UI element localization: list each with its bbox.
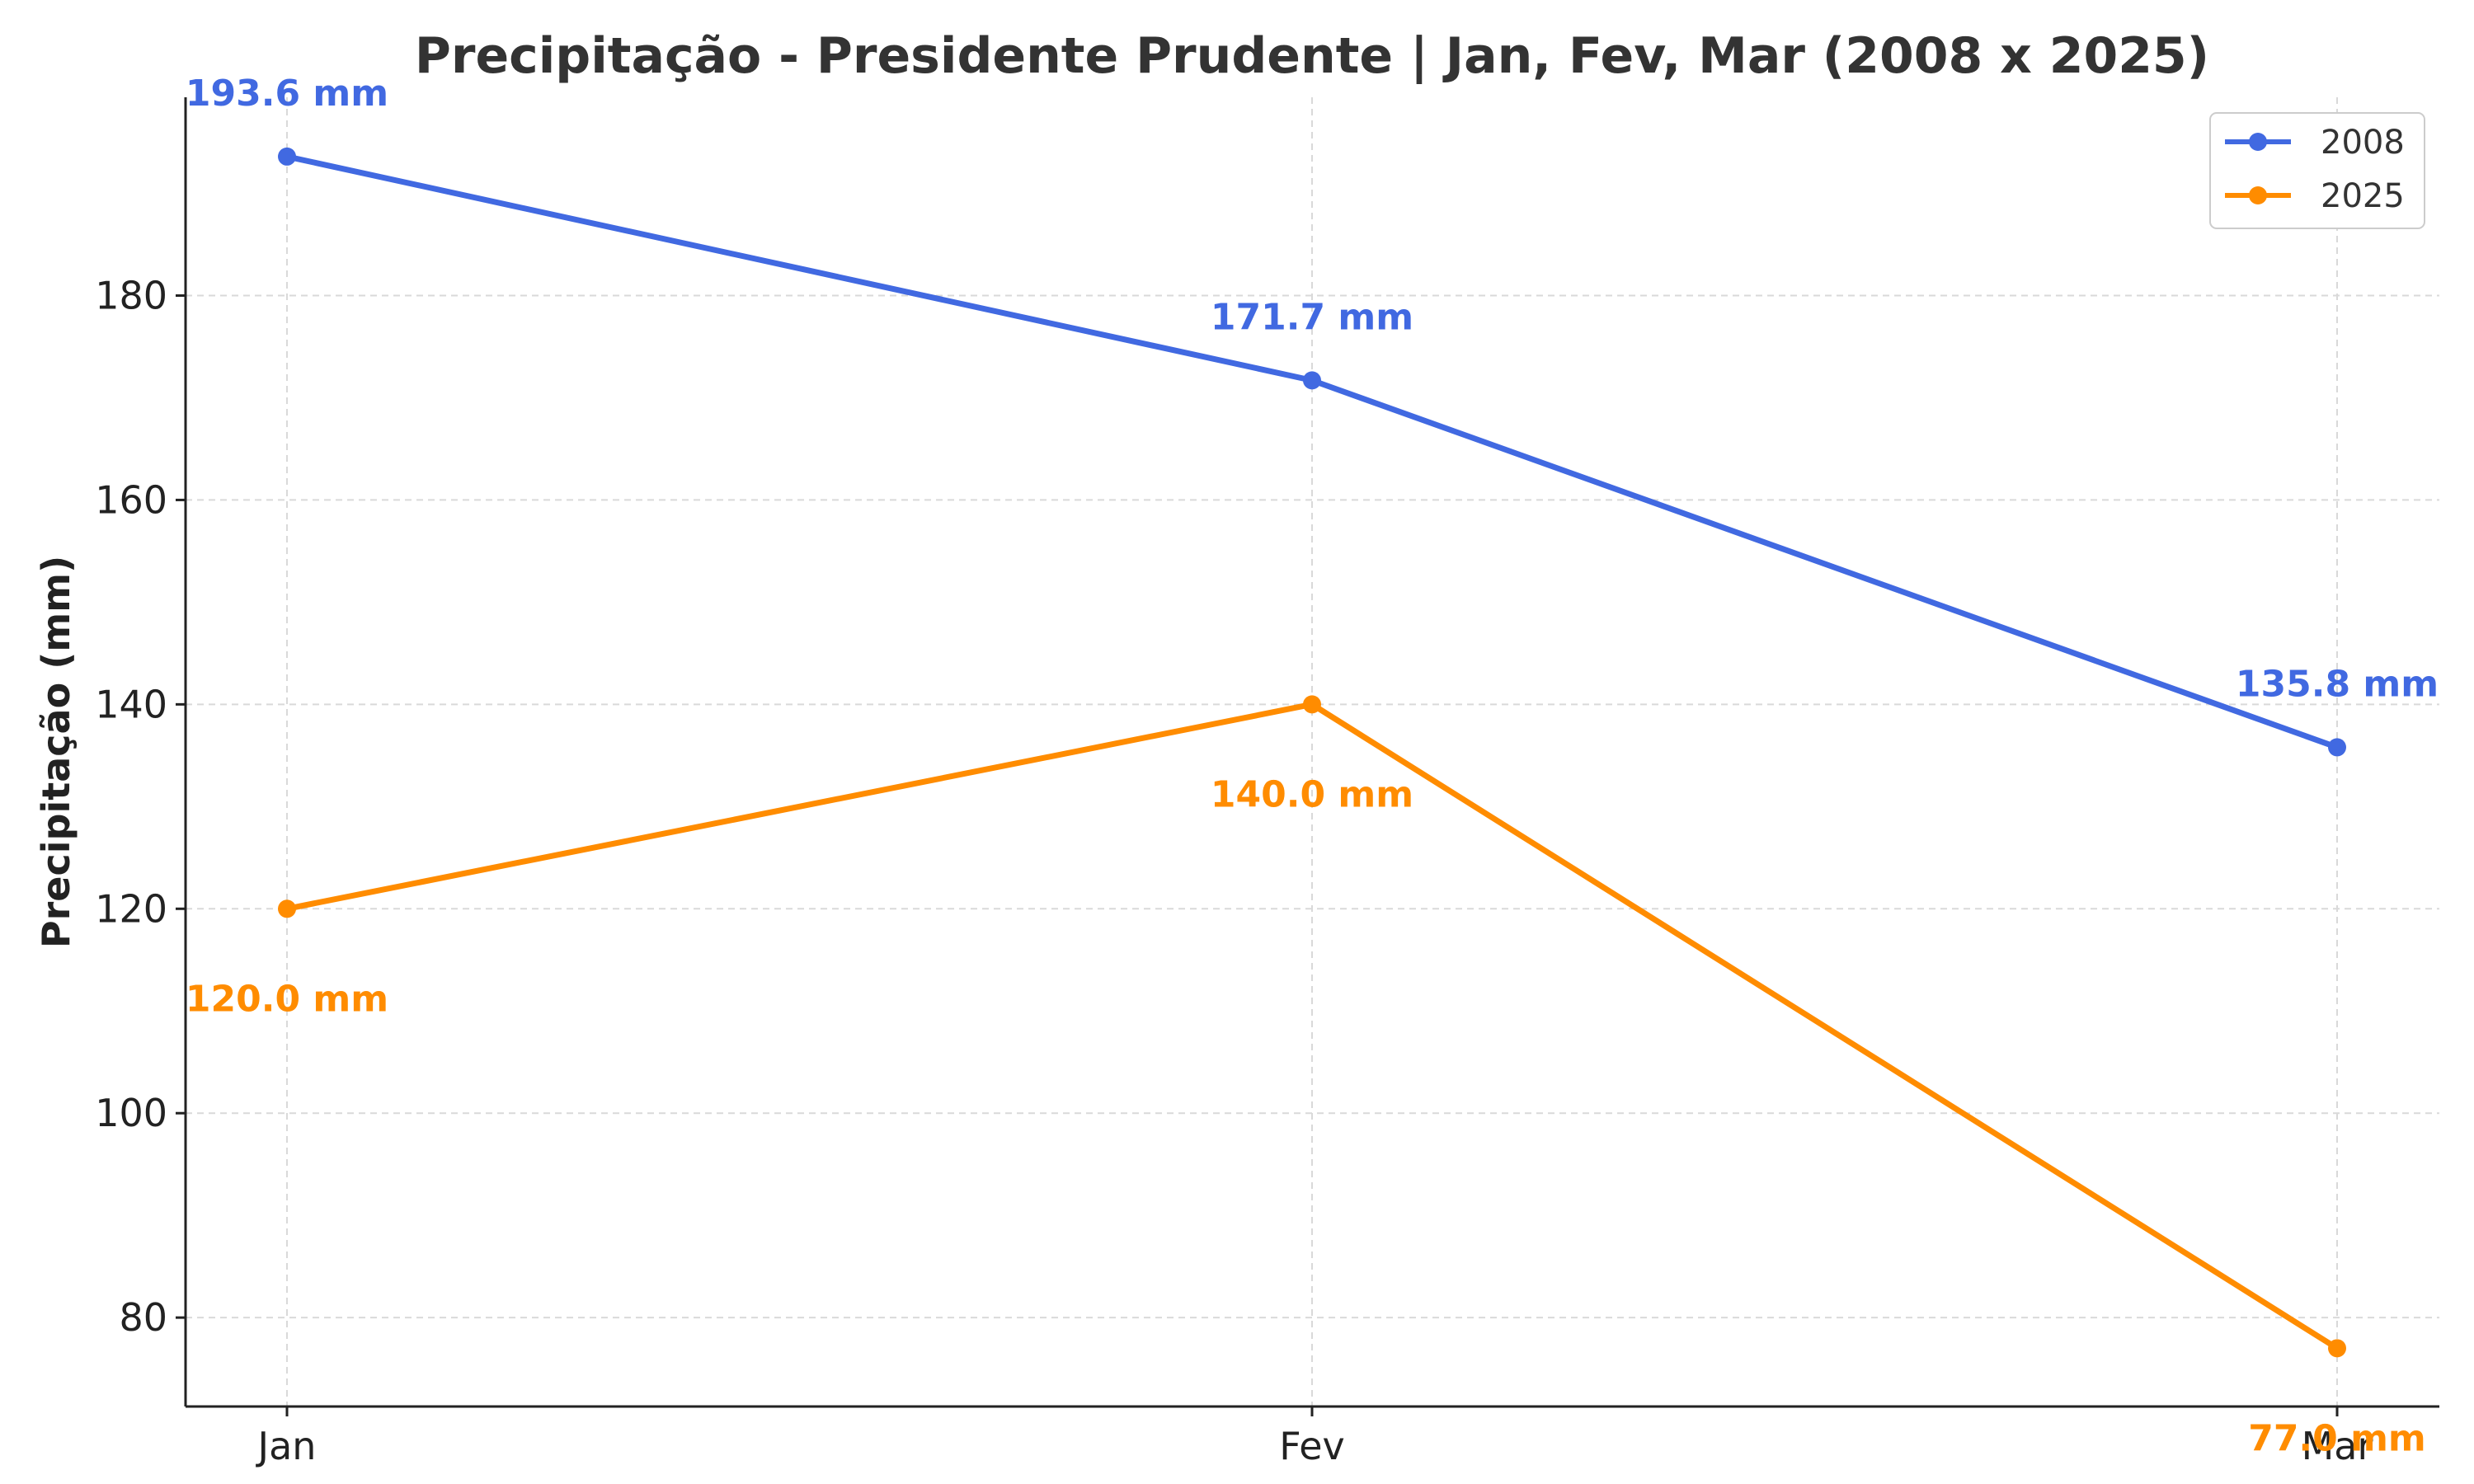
legend[interactable]: 2008 2025 xyxy=(2209,112,2425,229)
y-tick-label: 80 xyxy=(119,1295,167,1340)
data-point-2025-mar[interactable] xyxy=(2328,1339,2346,1358)
x-tick-label: Jan xyxy=(256,1424,317,1468)
y-tick-label: 180 xyxy=(95,273,167,317)
data-label-2008-fev: 171.7 mm xyxy=(1211,296,1413,338)
data-point-2025-fev[interactable] xyxy=(1303,695,1321,714)
legend-swatch-marker-2008 xyxy=(2249,133,2267,151)
y-tick-label: 140 xyxy=(95,682,167,726)
legend-swatch-marker-2025 xyxy=(2249,186,2267,204)
data-point-2008-jan[interactable] xyxy=(278,147,296,166)
y-tick-label: 160 xyxy=(95,477,167,522)
y-axis-label: Precipitação (mm) xyxy=(34,556,78,948)
series-layer xyxy=(278,147,2346,1358)
data-label-2025-jan: 120.0 mm xyxy=(186,978,388,1020)
data-labels-layer: 193.6 mm 171.7 mm 135.8 mm 120.0 mm 140.0 mm… xyxy=(186,73,2439,1459)
grid-layer xyxy=(186,97,2439,1407)
data-label-2025-mar: 77.0 mm xyxy=(2248,1417,2426,1459)
data-point-2025-jan[interactable] xyxy=(278,899,296,918)
ticks-layer: 80 100 120 140 160 180 Jan Fev Mar xyxy=(95,273,2373,1468)
data-point-2008-fev[interactable] xyxy=(1303,371,1321,390)
data-label-2025-fev: 140.0 mm xyxy=(1211,773,1413,815)
x-tick-label: Fev xyxy=(1279,1424,1344,1468)
x-tick-label: Mar xyxy=(2302,1424,2373,1468)
series-line-2008 xyxy=(284,153,2340,750)
y-tick-label: 100 xyxy=(95,1091,167,1135)
legend-label-2025: 2025 xyxy=(2321,177,2405,215)
y-tick-label: 120 xyxy=(95,886,167,931)
legend-label-2008: 2008 xyxy=(2321,124,2405,162)
data-label-2008-mar: 135.8 mm xyxy=(2236,663,2439,705)
data-label-2008-jan: 193.6 mm xyxy=(186,73,388,115)
data-point-2008-mar[interactable] xyxy=(2328,738,2346,757)
chart-title: Precipitação - Presidente Prudente | Jan… xyxy=(415,27,2209,85)
